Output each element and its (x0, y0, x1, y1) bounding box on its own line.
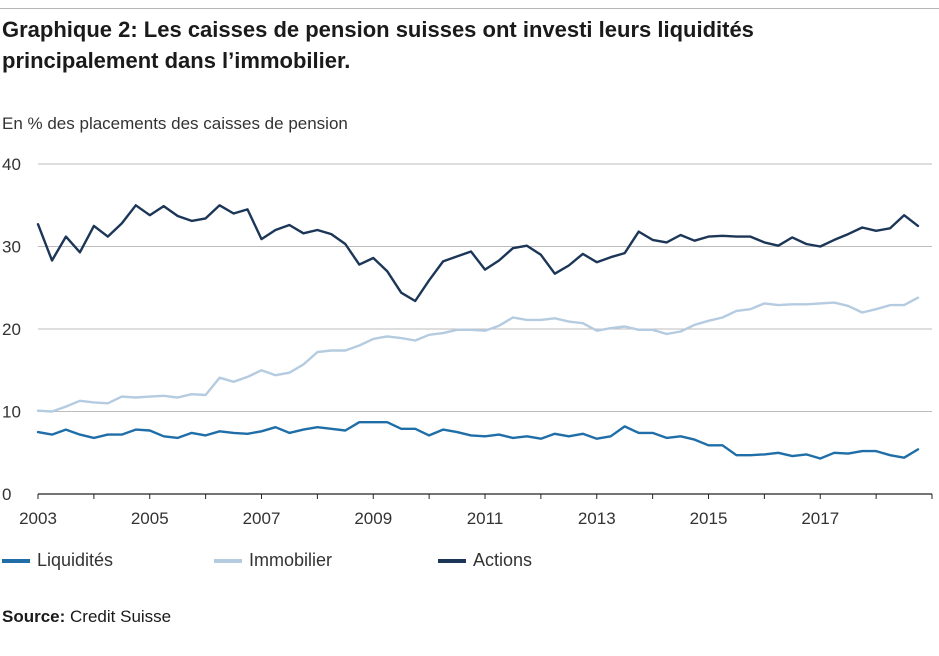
legend-swatch-immobilier (214, 558, 242, 563)
source-text: Credit Suisse (70, 607, 172, 626)
top-divider (0, 8, 939, 9)
legend-item-liquidites: Liquidités (2, 550, 113, 571)
legend-label-liquidites: Liquidités (37, 550, 114, 570)
legend-swatch-actions (438, 558, 466, 563)
x-tick-label-2003: 2003 (19, 509, 57, 528)
axes: 0 10 20 30 40 2003 2005 2007 2009 2011 2013 2015 201… (2, 155, 933, 528)
source-note: Source: Credit Suisse (2, 607, 171, 627)
legend-item-immobilier: Immobilier (214, 550, 332, 571)
y-tick-label-10: 10 (2, 403, 21, 422)
x-tick-label-2007: 2007 (243, 509, 281, 528)
chart-title: Graphique 2: Les caisses de pension suis… (2, 17, 754, 73)
legend-label-actions: Actions (473, 550, 533, 570)
legend-item-actions: Actions (438, 550, 532, 571)
legend-label-immobilier: Immobilier (249, 550, 333, 570)
y-tick-label-30: 30 (2, 238, 21, 257)
y-tick-label-40: 40 (2, 155, 21, 174)
legend: Liquidités Immobilier Actions (0, 550, 939, 574)
source-label: Source: (2, 607, 66, 626)
series-line-liquidites (36, 421, 920, 460)
line-chart: 0 10 20 30 40 2003 2005 2007 2009 2011 2013 2015 201… (2, 155, 933, 528)
y-axis-unit-label: En % des placements des caisses de pensi… (2, 114, 348, 133)
x-tick-label-2013: 2013 (578, 509, 616, 528)
x-tick-label-2009: 2009 (354, 509, 392, 528)
x-tick-label-2005: 2005 (131, 509, 169, 528)
x-tick-label-2011: 2011 (467, 509, 504, 528)
y-tick-label-20: 20 (2, 320, 21, 339)
gridlines (38, 163, 932, 412)
series-line-actions (36, 204, 920, 303)
x-tick-label-2015: 2015 (690, 509, 728, 528)
series-line-immobilier (36, 296, 920, 413)
x-tick-label-2017: 2017 (801, 509, 839, 528)
y-tick-label-0: 0 (2, 485, 11, 504)
legend-swatch-liquidites (2, 558, 30, 563)
series-lines (36, 204, 920, 460)
